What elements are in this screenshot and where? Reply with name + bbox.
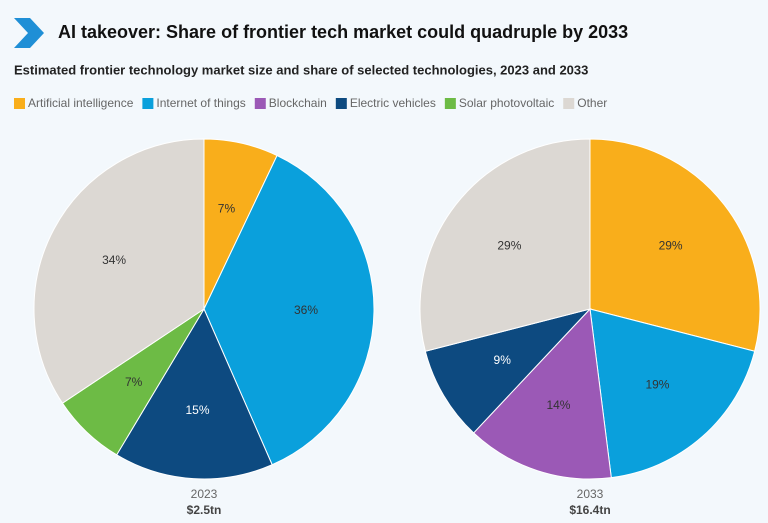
pie-slice — [33, 138, 205, 404]
pie-caption: 2033 — [577, 487, 604, 501]
pie-caption: 2023 — [191, 487, 218, 501]
legend-swatch — [335, 98, 347, 109]
data-label: 7% — [125, 375, 143, 389]
pie-slice — [589, 308, 756, 479]
data-label: 9% — [494, 353, 512, 367]
pie-slice — [115, 307, 273, 480]
pie-total: $2.5tn — [187, 503, 222, 517]
pie-slice — [472, 307, 612, 480]
chart-title: AI takeover: Share of frontier tech mark… — [58, 22, 628, 42]
legend-swatch — [563, 98, 575, 109]
data-label: 36% — [294, 303, 318, 317]
legend-swatch — [14, 98, 25, 109]
legend-swatch — [254, 98, 266, 109]
chevron-icon — [14, 18, 44, 48]
pie-slice — [589, 138, 761, 352]
pie-slice — [419, 138, 591, 352]
legend-label: Blockchain — [269, 96, 327, 110]
pie-slice — [424, 308, 592, 434]
data-label: 7% — [218, 202, 236, 216]
legend-swatch — [142, 98, 154, 109]
data-label: 15% — [186, 403, 210, 417]
legend-label: Other — [577, 96, 607, 110]
legend-label: Solar photovoltaic — [459, 96, 554, 110]
data-label: 29% — [497, 239, 521, 253]
subtitle: Estimated frontier technology market siz… — [14, 62, 588, 77]
data-label: 29% — [659, 239, 683, 253]
data-label: 19% — [645, 378, 669, 392]
legend-label: Electric vehicles — [350, 96, 436, 110]
pie-total: $16.4tn — [569, 503, 610, 517]
legend-swatch — [444, 98, 456, 109]
data-label: 34% — [102, 253, 126, 267]
legend: Artificial intelligence Internet of thing… — [14, 96, 607, 110]
legend-label: Internet of things — [156, 96, 245, 110]
data-label: 14% — [546, 398, 570, 412]
pie-slice — [203, 154, 375, 466]
legend-label: Artificial intelligence — [28, 96, 134, 110]
